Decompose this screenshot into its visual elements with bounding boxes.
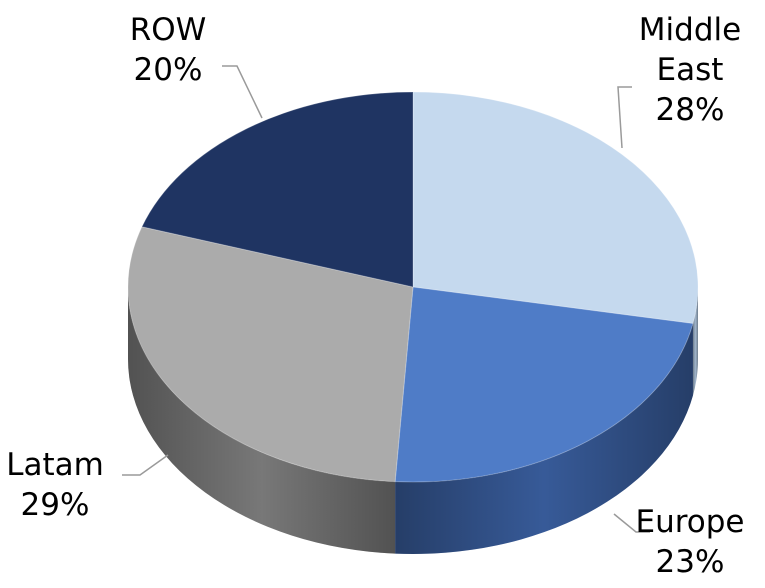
leader-line-latam [122, 454, 169, 476]
slice-europe [394, 286, 694, 483]
slice-side-shade-latam [128, 287, 396, 554]
data-label-europe: Europe 23% [635, 504, 744, 580]
pie-sides [128, 287, 698, 554]
slice-side-shade-europe [395, 323, 693, 554]
data-label-row: ROW 20% [130, 12, 207, 88]
leader-line-europe [613, 513, 650, 533]
slice-row [141, 91, 414, 288]
slice-middle-east [412, 91, 699, 325]
data-label-middle-east: Middle East 28% [639, 12, 741, 128]
data-label-latam: Latam 29% [6, 447, 104, 523]
slice-latam [127, 226, 414, 483]
leader-lines [122, 65, 650, 533]
pie-slices [127, 91, 699, 483]
data-labels: Middle East 28% Europe 23% Latam 29% ROW 20% [6, 12, 744, 580]
slice-side-shade-middle-east [692, 287, 698, 396]
leader-line-row [222, 65, 263, 119]
leader-line-middle-east [617, 86, 632, 149]
